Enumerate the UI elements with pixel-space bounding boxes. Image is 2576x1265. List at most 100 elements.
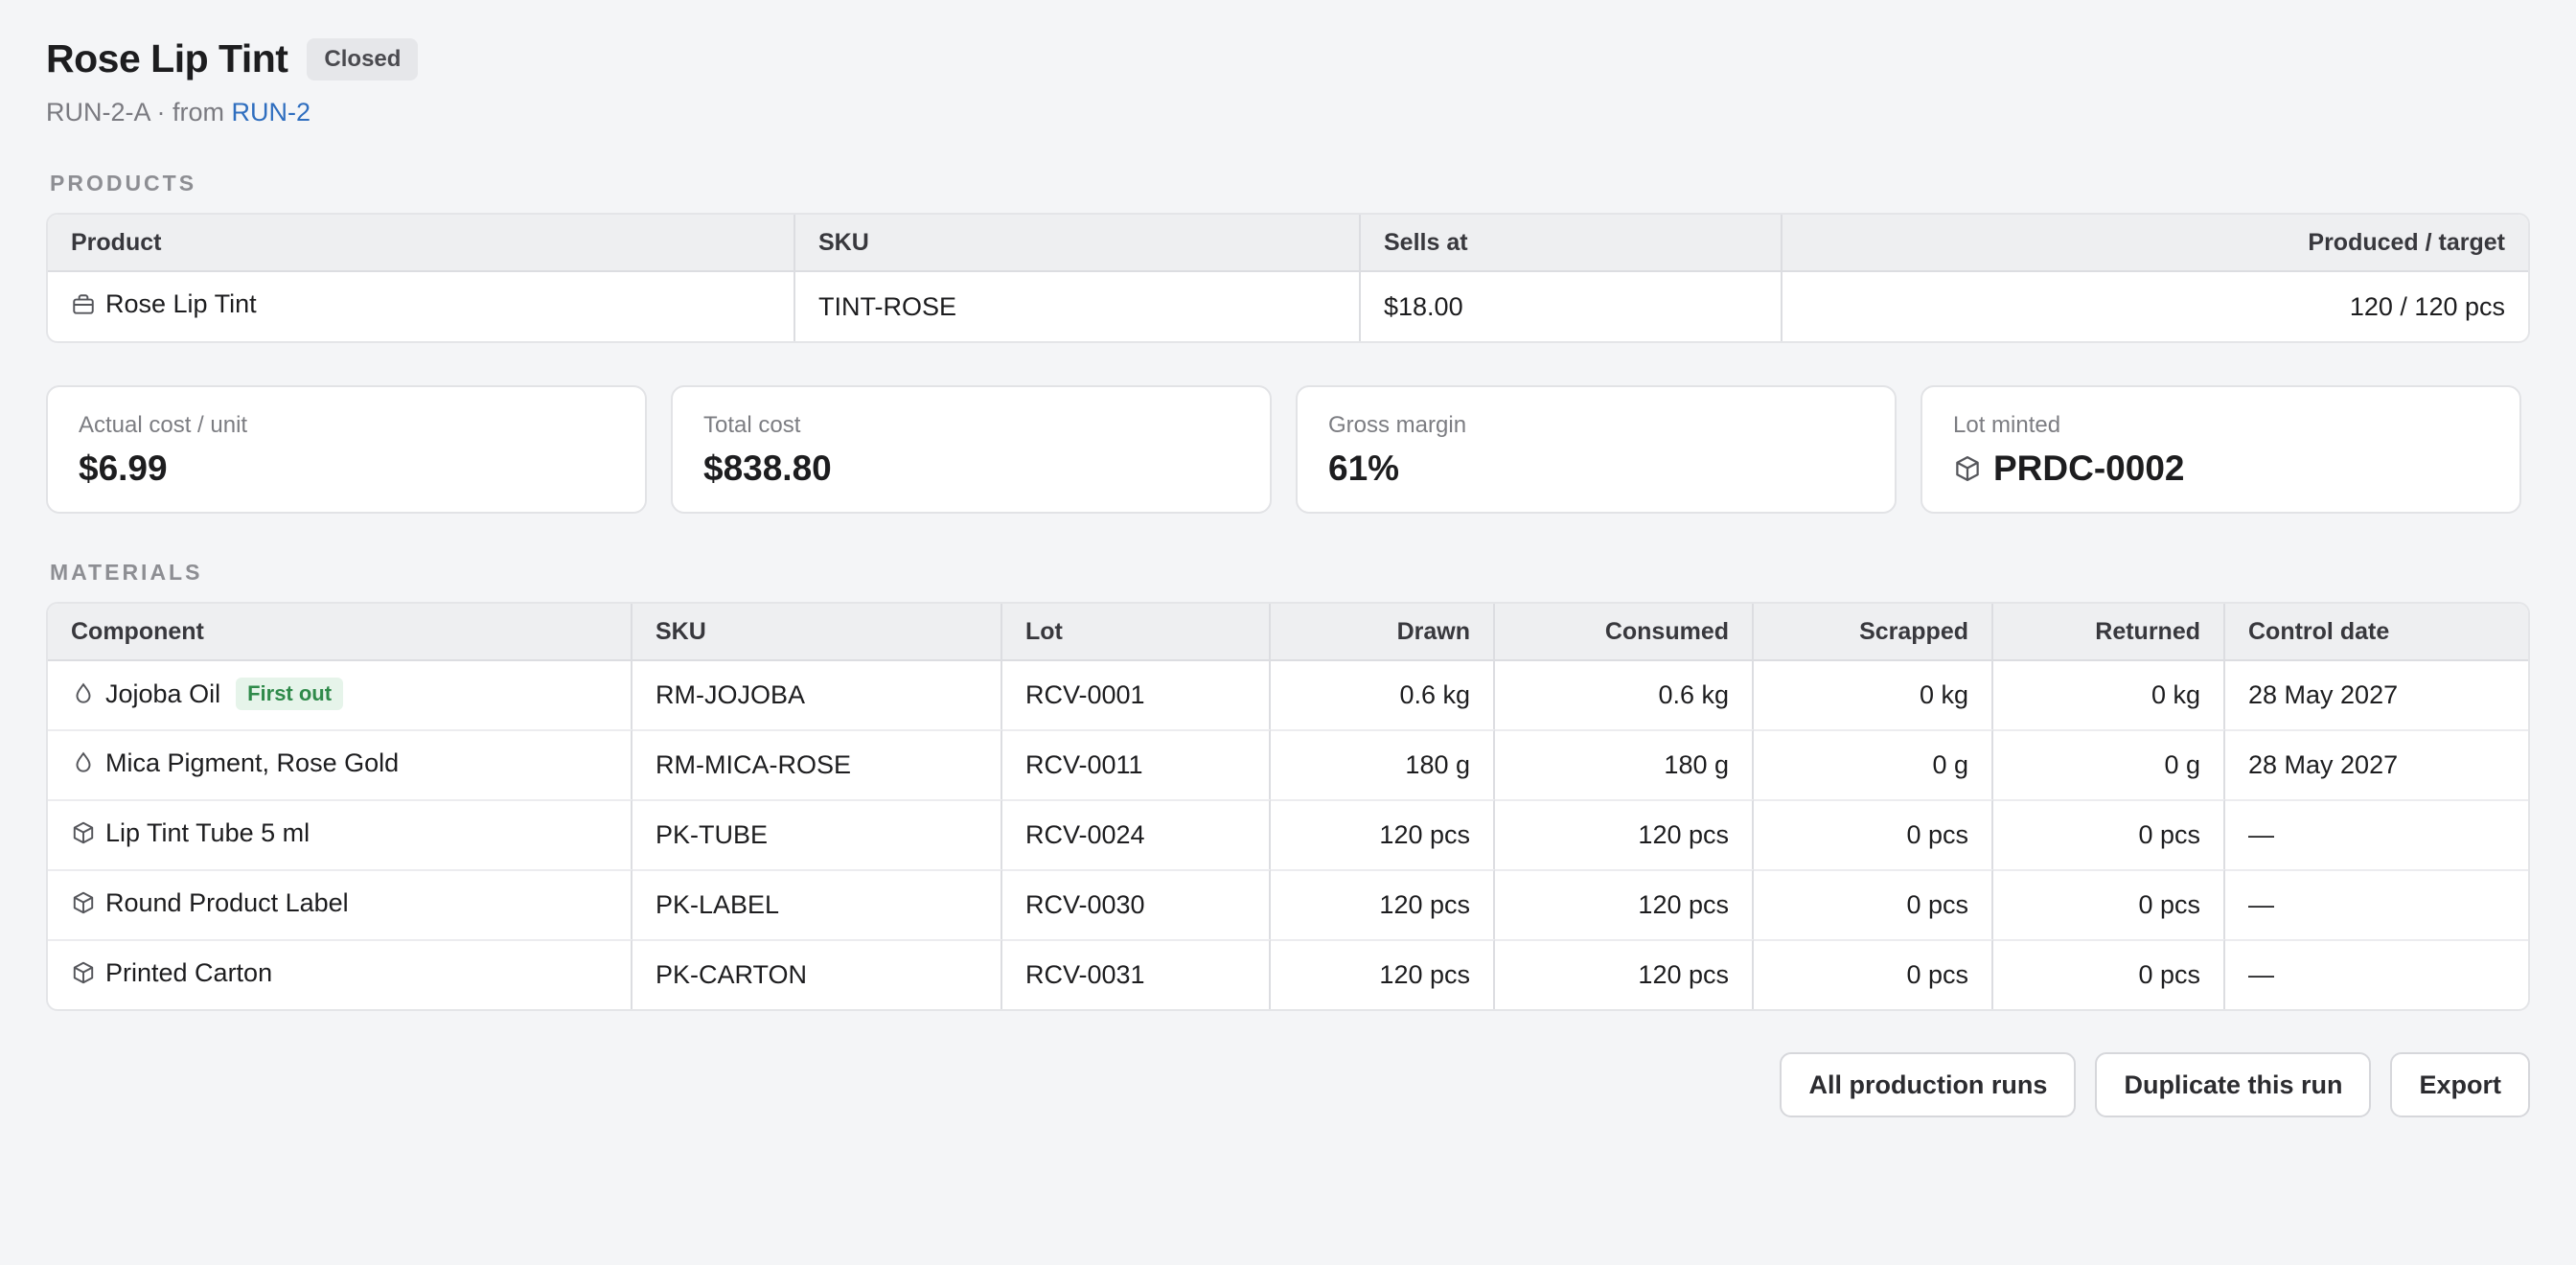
material-control-date: — [2225, 869, 2528, 939]
component-cell: Mica Pigment, Rose Gold [48, 729, 632, 799]
run-id: RUN-2-A [46, 98, 150, 126]
parent-run-link[interactable]: RUN-2 [231, 98, 311, 126]
product-row[interactable]: Rose Lip Tint TINT-ROSE $18.00 120 / 120… [48, 272, 2528, 341]
title-row: Rose Lip Tint Closed [46, 36, 419, 81]
material-drawn: 120 pcs [1271, 869, 1495, 939]
col-sells-at: Sells at [1361, 215, 1782, 272]
material-row[interactable]: Lip Tint Tube 5 ml PK-TUBE RCV-0024 120 … [48, 799, 2528, 869]
col-produced-target: Produced / target [1782, 215, 2528, 272]
materials-table: Component SKU Lot Drawn Consumed Scrappe… [46, 602, 2530, 1011]
card-gross-margin: Gross margin 61% [1296, 385, 1897, 514]
product-name: Rose Lip Tint [105, 289, 257, 319]
material-returned: 0 g [1993, 729, 2225, 799]
material-sku: PK-CARTON [632, 939, 1002, 1009]
products-section-label: PRODUCTS [50, 171, 197, 196]
box-icon [73, 891, 94, 914]
material-control-date: — [2225, 939, 2528, 1009]
lot-minted-value[interactable]: PRDC-0002 [1993, 448, 2185, 488]
material-control-date: 28 May 2027 [2225, 729, 2528, 799]
material-returned: 0 pcs [1993, 799, 2225, 869]
materials-header-row: Component SKU Lot Drawn Consumed Scrappe… [48, 604, 2528, 661]
products-header-row: Product SKU Sells at Produced / target [48, 215, 2528, 272]
status-badge: Closed [307, 37, 419, 80]
component-name: Jojoba Oil [105, 678, 221, 708]
box-icon [73, 961, 94, 984]
material-row[interactable]: Round Product Label PK-LABEL RCV-0030 12… [48, 869, 2528, 939]
first-out-badge: First out [236, 678, 344, 710]
card-value: $838.80 [703, 448, 832, 488]
material-scrapped: 0 pcs [1754, 799, 1993, 869]
material-consumed: 120 pcs [1495, 939, 1754, 1009]
component-cell: Round Product Label [48, 869, 632, 939]
material-drawn: 120 pcs [1271, 799, 1495, 869]
material-row[interactable]: Printed Carton PK-CARTON RCV-0031 120 pc… [48, 939, 2528, 1009]
material-lot: RCV-0011 [1002, 729, 1271, 799]
material-returned: 0 pcs [1993, 939, 2225, 1009]
export-button[interactable]: Export [2390, 1052, 2530, 1117]
component-name: Round Product Label [105, 887, 349, 917]
col-product: Product [48, 215, 795, 272]
component-name: Lip Tint Tube 5 ml [105, 817, 310, 847]
droplet-icon [76, 751, 91, 772]
material-row[interactable]: Mica Pigment, Rose Gold RM-MICA-ROSE RCV… [48, 729, 2528, 799]
products-table: Product SKU Sells at Produced / target R… [46, 213, 2530, 343]
col-scrapped: Scrapped [1754, 604, 1993, 661]
material-control-date: — [2225, 799, 2528, 869]
card-value-lot: PRDC-0002 [1953, 448, 2489, 489]
stat-cards: Actual cost / unit $6.99 Total cost $838… [46, 385, 2521, 514]
material-lot: RCV-0001 [1002, 661, 1271, 729]
material-scrapped: 0 g [1754, 729, 1993, 799]
material-lot: RCV-0030 [1002, 869, 1271, 939]
material-consumed: 120 pcs [1495, 799, 1754, 869]
from-prefix: · from [156, 98, 225, 126]
product-cell: Rose Lip Tint [48, 272, 795, 341]
card-value: $6.99 [79, 448, 168, 488]
col-consumed: Consumed [1495, 604, 1754, 661]
component-cell: Jojoba Oil First out [48, 661, 632, 729]
col-control-date: Control date [2225, 604, 2528, 661]
material-sku: PK-TUBE [632, 799, 1002, 869]
component-name: Mica Pigment, Rose Gold [105, 748, 400, 777]
bag-icon [73, 294, 94, 314]
component-cell: Lip Tint Tube 5 ml [48, 799, 632, 869]
product-produced-target: 120 / 120 pcs [2349, 291, 2505, 321]
material-lot: RCV-0031 [1002, 939, 1271, 1009]
material-returned: 0 kg [1993, 661, 2225, 729]
material-consumed: 180 g [1495, 729, 1754, 799]
card-value: 61% [1328, 448, 1400, 488]
col-component: Component [48, 604, 632, 661]
material-scrapped: 0 kg [1754, 661, 1993, 729]
product-sku: TINT-ROSE [795, 272, 1361, 341]
material-sku: RM-MICA-ROSE [632, 729, 1002, 799]
card-label: Total cost [703, 412, 801, 438]
material-sku: RM-JOJOBA [632, 661, 1002, 729]
action-bar: All production runs Duplicate this run E… [1780, 1052, 2530, 1117]
material-consumed: 0.6 kg [1495, 661, 1754, 729]
droplet-icon [76, 682, 91, 703]
materials-section-label: MATERIALS [50, 560, 203, 585]
card-lot-minted: Lot minted PRDC-0002 [1920, 385, 2521, 514]
page-title: Rose Lip Tint [46, 36, 288, 80]
material-scrapped: 0 pcs [1754, 939, 1993, 1009]
material-control-date: 28 May 2027 [2248, 680, 2399, 709]
card-total-cost: Total cost $838.80 [671, 385, 1272, 514]
product-sells-at: $18.00 [1361, 272, 1782, 341]
card-label: Actual cost / unit [79, 412, 248, 438]
material-scrapped: 0 pcs [1754, 869, 1993, 939]
all-production-runs-button[interactable]: All production runs [1780, 1052, 2077, 1117]
material-row[interactable]: Jojoba Oil First out RM-JOJOBA RCV-0001 … [48, 661, 2528, 729]
run-subtitle: RUN-2-A · from RUN-2 [46, 98, 310, 127]
material-sku: PK-LABEL [632, 869, 1002, 939]
card-cost-per-unit: Actual cost / unit $6.99 [46, 385, 647, 514]
material-returned: 0 pcs [1993, 869, 2225, 939]
col-returned: Returned [1993, 604, 2225, 661]
material-lot: RCV-0024 [1002, 799, 1271, 869]
col-sku: SKU [632, 604, 1002, 661]
material-drawn: 180 g [1271, 729, 1495, 799]
component-name: Printed Carton [105, 957, 273, 987]
card-label: Gross margin [1328, 412, 1467, 438]
duplicate-run-button[interactable]: Duplicate this run [2095, 1052, 2372, 1117]
component-cell: Printed Carton [48, 939, 632, 1009]
col-sku: SKU [795, 215, 1361, 272]
